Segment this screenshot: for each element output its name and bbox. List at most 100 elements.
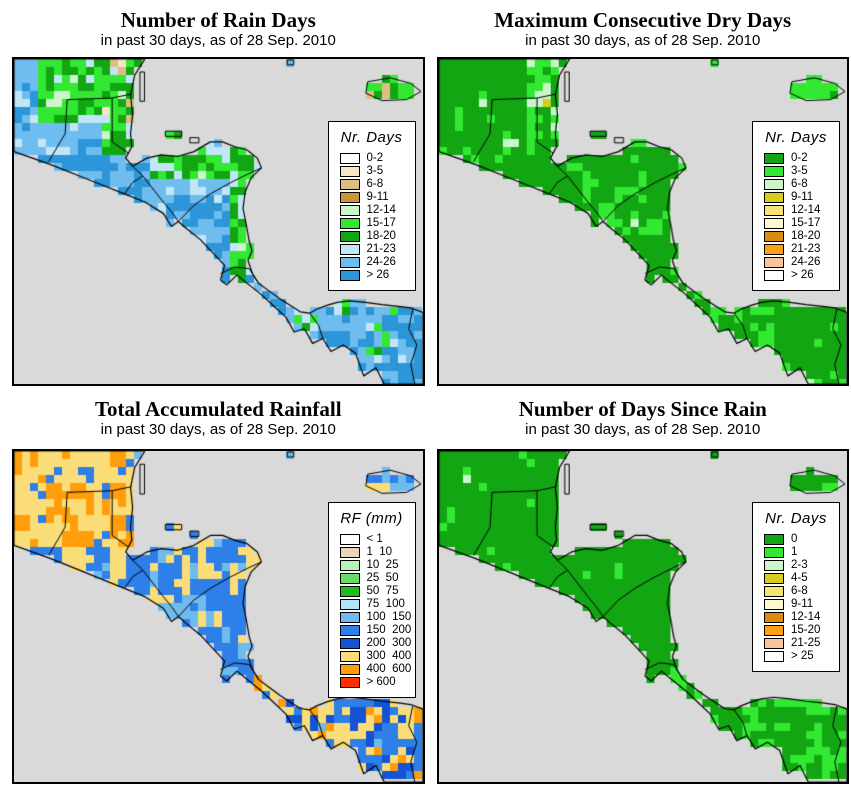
legend-row: 21-25: [755, 637, 837, 650]
legend-label: 18-20: [791, 230, 821, 243]
legend-row: 24-26: [331, 256, 413, 269]
panel-dry-days: Maximum Consecutive Dry Days in past 30 …: [436, 0, 849, 388]
legend-row: 1: [755, 546, 837, 559]
legend-label: 6-8: [791, 178, 808, 191]
legend-row: 0-2: [755, 152, 837, 165]
legend-swatch: [339, 546, 360, 558]
legend-label: > 25: [791, 650, 814, 663]
legend-swatch: [764, 256, 784, 268]
legend-label: 100 150: [366, 611, 412, 624]
legend-dry-days: Nr. Days 0-2 3-5 6-8 9-11 12-14 15-17 18-20 21-…: [752, 120, 840, 291]
legend-swatch: [339, 559, 360, 571]
legend-label: 12-14: [791, 611, 821, 624]
legend-row: 9-11: [755, 191, 837, 204]
legend-row: 6-8: [755, 585, 837, 598]
legend-swatch: [339, 598, 360, 610]
legend-swatch: [339, 269, 360, 281]
legend-row: > 600: [331, 676, 413, 689]
legend-swatch: [764, 178, 784, 190]
legend-swatch: [764, 152, 784, 164]
legend-swatch: [339, 676, 360, 688]
legend-row: 15-20: [755, 624, 837, 637]
legend-row: > 26: [755, 269, 837, 282]
legend-row: 6-8: [331, 178, 413, 191]
legend-row: 3-5: [755, 165, 837, 178]
legend-row: 18-20: [755, 230, 837, 243]
panel-subtitle: in past 30 days, as of 28 Sep. 2010: [525, 421, 761, 438]
legend-rows: 0-2 3-5 6-8 9-11 12-14 15-17 18-20 21-23 24-26 > …: [331, 152, 413, 282]
panel-title: Maximum Consecutive Dry Days: [494, 7, 792, 32]
legend-row: 18-20: [331, 230, 413, 243]
legend-row: 0-2: [331, 152, 413, 165]
legend-swatch: [339, 611, 360, 623]
legend-swatch: [764, 611, 784, 623]
legend-label: 15-17: [791, 217, 821, 230]
legend-row: 15-17: [755, 217, 837, 230]
legend-label: 4-5: [791, 572, 808, 585]
legend-swatch: [339, 637, 360, 649]
legend-label: 12-14: [791, 204, 821, 217]
legend-swatch: [764, 191, 784, 203]
legend-row: 6-8: [755, 178, 837, 191]
panel-subtitle: in past 30 days, as of 28 Sep. 2010: [100, 421, 336, 438]
legend-row: 200 300: [331, 637, 413, 650]
legend-swatch: [764, 637, 784, 649]
legend-label: 75 100: [366, 598, 405, 611]
legend-row: 100 150: [331, 611, 413, 624]
legend-label: 24-26: [366, 256, 396, 269]
legend-swatch: [764, 230, 784, 242]
legend-label: 6-8: [791, 585, 808, 598]
legend-swatch: [764, 165, 784, 177]
legend-row: 400 600: [331, 663, 413, 676]
legend-row: 1 10: [331, 546, 413, 559]
panel-title: Total Accumulated Rainfall: [94, 397, 342, 421]
panel-header: Number of Days Since Rain in past 30 day…: [437, 388, 850, 449]
legend-swatch: [764, 243, 784, 255]
legend-swatch: [339, 191, 360, 203]
legend-swatch: [339, 624, 360, 636]
legend-row: 300 400: [331, 650, 413, 663]
map-rain-days: Nr. Days 0-2 3-5 6-8 9-11 12-14 15-17 18-20 21-…: [12, 57, 425, 386]
legend-row: 75 100: [331, 598, 413, 611]
legend-swatch: [764, 217, 784, 229]
legend-label: 9-11: [791, 191, 814, 204]
legend-row: < 1: [331, 533, 413, 546]
legend-swatch: [764, 585, 784, 597]
legend-swatch: [339, 152, 360, 164]
legend-row: 0: [755, 533, 837, 546]
panel-subtitle: in past 30 days, as of 28 Sep. 2010: [525, 31, 761, 49]
panel-header: Number of Rain Days in past 30 days, as …: [12, 0, 425, 57]
legend-swatch: [339, 165, 360, 177]
legend-label: 18-20: [366, 230, 396, 243]
legend-row: > 26: [331, 269, 413, 282]
legend-title: Nr. Days: [765, 509, 827, 527]
legend-label: 50 75: [366, 585, 399, 598]
legend-row: 150 200: [331, 624, 413, 637]
legend-swatch: [764, 572, 784, 584]
legend-label: 15-17: [366, 217, 396, 230]
legend-label: 0-2: [366, 152, 384, 165]
legend-row: 50 75: [331, 585, 413, 598]
panel-title: Number of Days Since Rain: [518, 397, 767, 421]
legend-label: 2-3: [791, 559, 808, 572]
legend-row: 2-3: [755, 559, 837, 572]
legend-label: 12-14: [366, 204, 396, 217]
legend-label: 400 600: [366, 663, 412, 676]
panel-subtitle: in past 30 days, as of 28 Sep. 2010: [100, 31, 336, 49]
legend-swatch: [764, 546, 784, 558]
legend-swatch: [339, 572, 360, 584]
legend-row: 21-23: [755, 243, 837, 256]
legend-row: 12-14: [331, 204, 413, 217]
legend-swatch: [339, 204, 360, 216]
legend-label: 0: [791, 533, 798, 546]
panel-title: Number of Rain Days: [120, 7, 316, 32]
legend-swatch: [764, 269, 784, 281]
legend-label: > 26: [791, 269, 814, 282]
legend-row: 12-14: [755, 204, 837, 217]
legend-row: 21-23: [331, 243, 413, 256]
legend-row: 3-5: [331, 165, 413, 178]
